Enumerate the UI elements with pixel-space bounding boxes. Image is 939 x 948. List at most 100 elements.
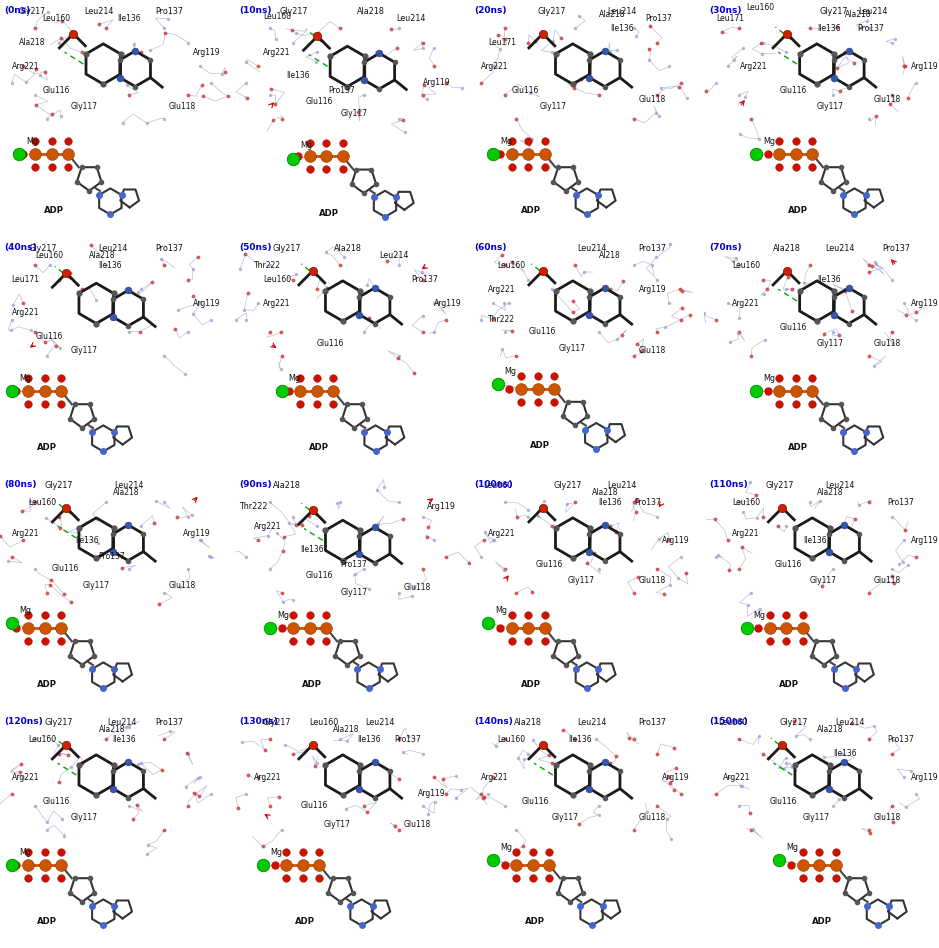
Text: Gly217: Gly217 — [279, 8, 308, 16]
Text: Ile136: Ile136 — [599, 498, 623, 507]
Text: Arg221: Arg221 — [488, 284, 516, 294]
Text: (120ns): (120ns) — [5, 717, 43, 726]
Text: Pro137: Pro137 — [887, 735, 914, 744]
Text: Glu116: Glu116 — [521, 796, 548, 806]
Text: Mg: Mg — [754, 611, 765, 620]
Text: Glu116: Glu116 — [779, 85, 807, 95]
Text: Glu118: Glu118 — [404, 583, 431, 592]
Text: Ile136: Ile136 — [99, 261, 122, 270]
Text: Gly117: Gly117 — [70, 813, 98, 822]
Text: Arg119: Arg119 — [911, 299, 938, 308]
Text: Arg119: Arg119 — [418, 790, 445, 798]
Text: Arg119: Arg119 — [183, 529, 210, 538]
Text: (70ns): (70ns) — [709, 243, 742, 252]
Text: Gly217: Gly217 — [44, 719, 73, 727]
Text: Gly117: Gly117 — [83, 581, 109, 590]
Text: Gly117: Gly117 — [559, 344, 586, 353]
Text: ADP: ADP — [788, 444, 808, 452]
Text: Arg221: Arg221 — [732, 529, 760, 538]
Text: ADP: ADP — [530, 441, 550, 449]
Text: Arg221: Arg221 — [740, 62, 767, 71]
Text: Arg119: Arg119 — [662, 773, 689, 782]
Text: Leu171: Leu171 — [488, 38, 516, 47]
Text: Pro137: Pro137 — [639, 245, 667, 253]
Text: Ile136: Ile136 — [300, 545, 324, 555]
Text: ADP: ADP — [778, 681, 799, 689]
Text: Leu214: Leu214 — [115, 482, 144, 490]
Text: Leu160: Leu160 — [263, 275, 291, 284]
Text: Pro137: Pro137 — [329, 85, 355, 95]
Text: ADP: ADP — [520, 681, 541, 689]
Text: Gly117: Gly117 — [568, 576, 595, 585]
Text: Ala218: Ala218 — [592, 488, 618, 498]
Text: (50ns): (50ns) — [239, 243, 272, 252]
Text: Gly217: Gly217 — [263, 719, 291, 727]
Text: Mg: Mg — [496, 606, 507, 615]
Text: Arg119: Arg119 — [427, 502, 455, 511]
Text: Ile136: Ile136 — [817, 24, 840, 33]
Text: Mg: Mg — [763, 137, 775, 146]
Text: Glu116: Glu116 — [528, 327, 556, 337]
Text: Arg119: Arg119 — [662, 536, 689, 545]
Text: Glu116: Glu116 — [779, 322, 807, 332]
Text: Glu116: Glu116 — [535, 559, 562, 569]
Text: Gly117: Gly117 — [817, 339, 844, 348]
Text: Pro137: Pro137 — [155, 719, 183, 727]
Text: Ala218: Ala218 — [272, 482, 300, 490]
Text: Mg: Mg — [19, 606, 31, 615]
Text: Ile136: Ile136 — [834, 749, 857, 758]
Text: Pro137: Pro137 — [155, 245, 183, 253]
Text: Gly217: Gly217 — [554, 482, 582, 490]
Text: Leu160: Leu160 — [42, 14, 70, 24]
Text: Glu116: Glu116 — [305, 98, 332, 106]
Text: Leu214: Leu214 — [577, 719, 607, 727]
Text: Leu214: Leu214 — [825, 245, 855, 253]
Text: Ile136: Ile136 — [357, 735, 380, 744]
Text: Leu214: Leu214 — [858, 8, 888, 16]
Text: (60ns): (60ns) — [474, 243, 507, 252]
Text: Arg221: Arg221 — [263, 299, 290, 308]
Text: ADP: ADP — [520, 207, 541, 215]
Text: ADP: ADP — [309, 444, 330, 452]
Text: Mg: Mg — [19, 848, 31, 857]
Text: ADP: ADP — [811, 918, 832, 926]
Text: ADP: ADP — [788, 207, 808, 215]
Text: Pro137: Pro137 — [341, 559, 367, 569]
Text: Leu160: Leu160 — [36, 251, 63, 261]
Text: Thr222: Thr222 — [254, 261, 281, 270]
Text: Arg221: Arg221 — [12, 62, 39, 71]
Text: Leu214: Leu214 — [825, 482, 855, 490]
Text: Arg119: Arg119 — [911, 536, 938, 545]
Text: Ile136: Ile136 — [286, 71, 310, 81]
Text: Gly117: Gly117 — [803, 813, 830, 822]
Text: Leu214: Leu214 — [84, 8, 114, 16]
Text: Arg221: Arg221 — [12, 308, 39, 318]
Text: Arg221: Arg221 — [12, 773, 39, 782]
Text: Ala218: Ala218 — [817, 488, 843, 498]
Text: Gly117: Gly117 — [817, 102, 844, 111]
Text: Thr222: Thr222 — [239, 502, 268, 511]
Text: Glu116: Glu116 — [317, 339, 345, 348]
Text: Glu116: Glu116 — [300, 801, 328, 811]
Text: (40ns): (40ns) — [5, 243, 38, 252]
Text: Glu118: Glu118 — [169, 102, 196, 111]
Text: Al218: Al218 — [599, 251, 621, 261]
Text: (80ns): (80ns) — [5, 480, 38, 489]
Text: Leu214: Leu214 — [835, 719, 865, 727]
Text: (150ns): (150ns) — [709, 717, 747, 726]
Text: Gly217: Gly217 — [537, 8, 566, 16]
Text: Leu171: Leu171 — [12, 275, 39, 284]
Text: Arg119: Arg119 — [639, 284, 666, 294]
Text: ADP: ADP — [44, 207, 64, 215]
Text: Mg: Mg — [763, 374, 775, 383]
Text: ADP: ADP — [295, 918, 316, 926]
Text: Leu160: Leu160 — [717, 719, 747, 727]
Text: Leu160: Leu160 — [498, 261, 526, 270]
Text: Leu214: Leu214 — [396, 14, 425, 23]
Text: Arg119: Arg119 — [192, 47, 220, 57]
Text: Arg221: Arg221 — [488, 529, 516, 538]
Text: (140ns): (140ns) — [474, 717, 513, 726]
Text: Ala218: Ala218 — [113, 488, 139, 498]
Text: Gly217: Gly217 — [765, 482, 793, 490]
Text: (130ns): (130ns) — [239, 717, 278, 726]
